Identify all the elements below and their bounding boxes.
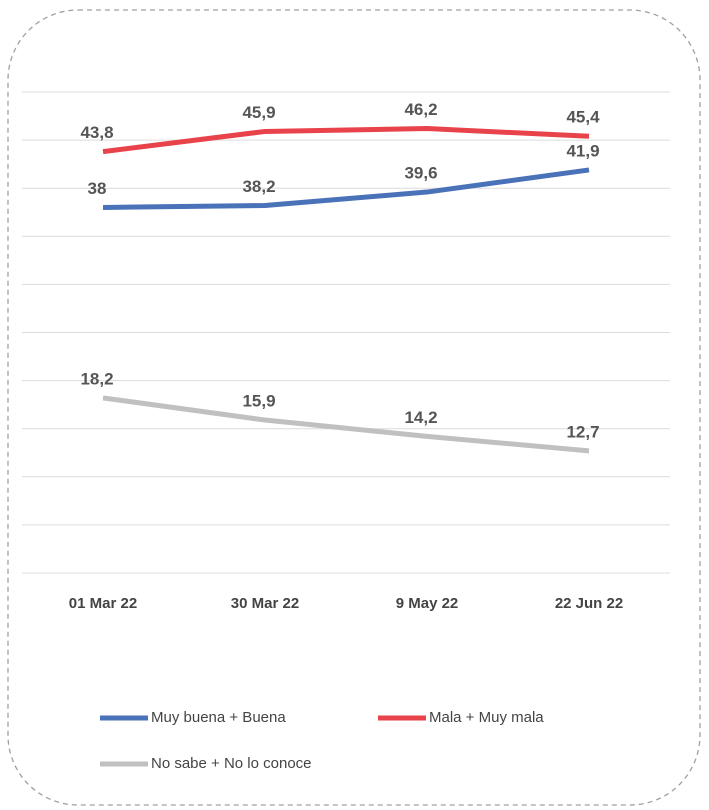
legend-label: Muy buena + Buena [151,709,286,726]
frame [7,9,701,806]
data-label: 12,7 [566,422,599,441]
x-tick-label: 30 Mar 22 [231,595,299,612]
data-label: 41,9 [566,141,599,160]
series-line [102,126,590,155]
data-label: 45,9 [242,103,275,122]
data-label: 38 [88,179,107,198]
x-tick-label: 01 Mar 22 [69,595,137,612]
data-label: 43,8 [80,123,113,142]
data-label: 18,2 [80,369,113,388]
series-line [102,167,590,210]
data-label: 45,4 [566,108,600,127]
series-line [102,395,590,454]
data-label: 39,6 [404,164,437,183]
data-label: 38,2 [242,177,275,196]
x-tick-label: 9 May 22 [396,595,459,612]
legend-label: No sabe + No lo conoce [151,755,312,772]
data-label: 14,2 [404,408,437,427]
data-label: 46,2 [404,100,437,119]
data-label: 15,9 [242,392,275,411]
legend-label: Mala + Muy mala [429,709,544,726]
x-tick-label: 22 Jun 22 [555,595,623,612]
